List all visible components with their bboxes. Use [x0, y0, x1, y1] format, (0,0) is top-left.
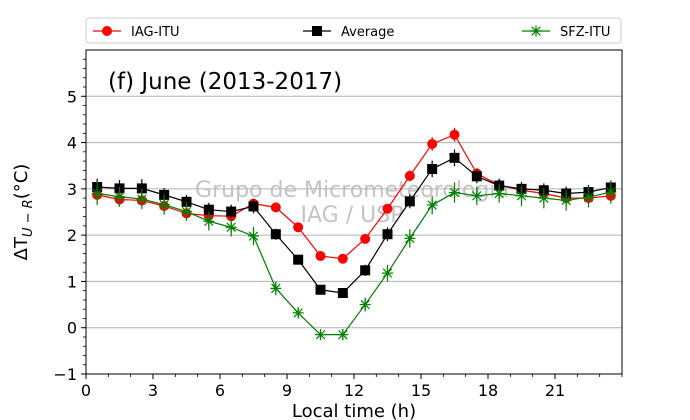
data-point — [270, 202, 281, 213]
data-point — [315, 284, 326, 295]
data-point — [203, 215, 215, 227]
chart-title: (f) June (2013-2017) — [108, 69, 342, 95]
data-point — [225, 221, 237, 233]
data-point — [538, 192, 550, 204]
data-point — [560, 194, 572, 206]
x-tick-label: 9 — [282, 381, 292, 400]
x-tick-label: 3 — [148, 381, 158, 400]
data-point — [404, 170, 415, 181]
legend-marker — [102, 26, 112, 36]
data-point — [293, 254, 304, 265]
legend-marker — [312, 26, 322, 36]
data-point — [360, 233, 371, 244]
x-tick-label: 18 — [478, 381, 498, 400]
data-point — [427, 163, 438, 174]
y-axis-label-subscript: U − R — [21, 199, 36, 237]
legend-marker — [530, 25, 542, 37]
x-tick-label: 12 — [344, 381, 364, 400]
data-point — [270, 282, 282, 294]
data-point — [605, 186, 617, 198]
legend-entry: Average — [303, 25, 394, 40]
data-point — [427, 138, 438, 149]
legend-entry: SFZ-ITU — [522, 25, 610, 40]
y-tick-label: 4 — [67, 134, 77, 153]
legend-frame — [85, 17, 622, 44]
data-point — [292, 307, 304, 319]
y-tick-label: −1 — [53, 365, 77, 384]
legend-label: Average — [341, 25, 394, 40]
y-axis-label-symbol: ΔT — [11, 236, 32, 260]
data-point — [337, 288, 348, 298]
data-point — [270, 229, 281, 240]
data-point — [337, 253, 348, 264]
y-axis-label: ΔTU − R(°C) — [11, 164, 36, 261]
data-point — [91, 187, 103, 199]
data-point — [449, 152, 460, 163]
data-point — [114, 191, 125, 203]
x-tick-label: 21 — [545, 381, 565, 400]
data-point — [293, 222, 304, 233]
data-point — [404, 232, 416, 244]
legend-label: SFZ-ITU — [560, 25, 610, 40]
x-tick-label: 6 — [215, 381, 225, 400]
data-point — [426, 199, 438, 211]
legend-entry: IAG-ITU — [93, 25, 180, 40]
data-point — [315, 250, 326, 261]
y-tick-label: 5 — [67, 87, 77, 106]
data-point — [516, 190, 527, 202]
legend: IAG-ITU Average SFZ-ITU — [85, 17, 622, 44]
data-point — [493, 187, 505, 199]
data-point — [226, 206, 237, 217]
data-point — [449, 187, 460, 199]
y-tick-label: 0 — [67, 319, 77, 338]
data-point — [158, 199, 170, 211]
data-point — [382, 267, 393, 279]
data-point — [471, 190, 483, 202]
series-sfz-itu — [91, 180, 617, 341]
data-point — [583, 191, 594, 203]
y-axis-label-unit: (°C) — [11, 164, 32, 200]
x-tick-label: 15 — [411, 381, 431, 400]
y-tick-label: 1 — [67, 272, 77, 291]
data-point — [382, 203, 393, 214]
data-point — [382, 229, 393, 240]
data-point — [404, 196, 415, 207]
data-point — [248, 230, 259, 242]
legend-label: IAG-ITU — [131, 25, 180, 40]
data-point — [360, 265, 371, 276]
data-point — [471, 171, 482, 182]
data-point — [136, 193, 148, 205]
watermark-line-1: Grupo de Micrometeorologia — [195, 178, 509, 203]
data-point — [315, 329, 326, 341]
series-layer — [91, 127, 617, 341]
data-point — [449, 129, 460, 140]
data-point — [181, 206, 192, 218]
y-tick-label: 3 — [67, 180, 77, 199]
x-tick-label: 0 — [81, 381, 91, 400]
x-axis-label: Local time (h) — [292, 401, 416, 420]
y-tick-label: 2 — [67, 226, 77, 245]
data-point — [248, 201, 259, 212]
data-point — [337, 329, 349, 341]
data-point — [359, 299, 371, 311]
